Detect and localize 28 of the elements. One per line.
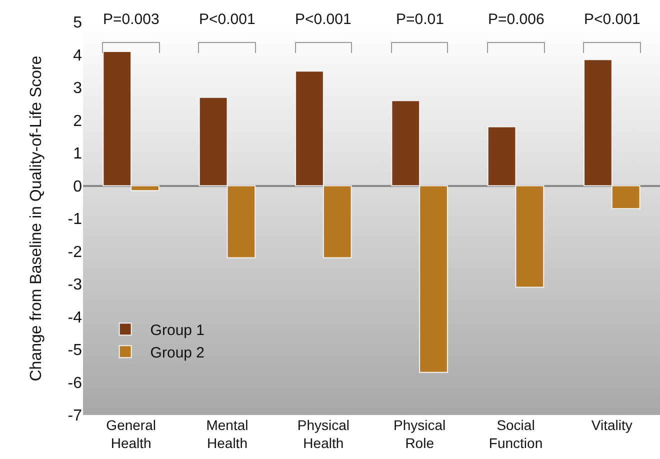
y-tick-label: -6 <box>68 374 82 392</box>
x-tick-label: Physical Health <box>297 417 350 452</box>
annotation: P=0.006 <box>488 11 544 28</box>
y-tick-label: -4 <box>68 309 82 326</box>
y-tick-label: -3 <box>68 276 82 294</box>
y-tick-label: 3 <box>73 80 82 98</box>
y-tick-label: -2 <box>68 244 82 261</box>
y-tick-label: 1 <box>73 146 82 163</box>
x-tick-label: General Health <box>106 417 156 452</box>
annotation: P<0.001 <box>584 11 640 28</box>
y-tick-label: -7 <box>68 408 82 425</box>
y-axis-title: Change from Baseline in Quality-of-Life Score <box>28 56 45 382</box>
legend-label: Group 2 <box>150 344 205 362</box>
y-tick-label: 0 <box>73 178 82 196</box>
y-tick-label: 4 <box>73 47 82 64</box>
y-tick-label: -5 <box>68 342 82 360</box>
x-tick-label: Vitality <box>591 417 632 433</box>
legend-label: Group 1 <box>150 322 205 339</box>
annotation: P<0.001 <box>199 11 256 28</box>
y-tick-label: -1 <box>68 211 82 228</box>
annotation: P=0.01 <box>396 11 444 28</box>
y-tick-label: 2 <box>73 112 82 130</box>
x-tick-label: Social Function <box>488 417 543 452</box>
annotation: P=0.003 <box>103 11 160 28</box>
x-tick-label: Physical Role <box>394 417 446 452</box>
x-tick-label: Mental Health <box>206 417 248 452</box>
y-tick-label: 5 <box>73 14 82 32</box>
annotation: P<0.001 <box>295 11 352 28</box>
